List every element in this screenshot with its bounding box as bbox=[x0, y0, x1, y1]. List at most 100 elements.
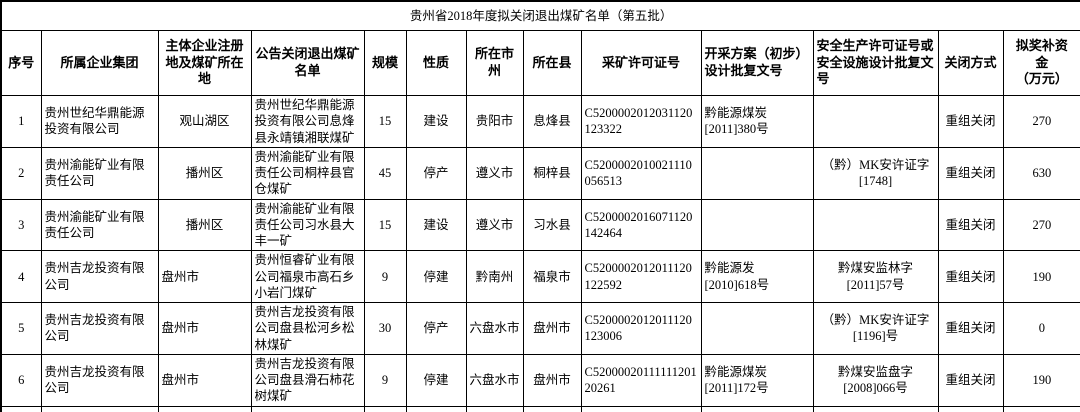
cell-county: 盘州市 bbox=[522, 302, 582, 355]
cell-nature: 停建 bbox=[405, 250, 467, 303]
cell-fund: 0 bbox=[1002, 302, 1080, 355]
cell-group: 贵州渝能矿业有限责任公司 bbox=[40, 198, 159, 252]
cell-mine: 贵州世纪华鼎能源投资有限公司息烽县永靖镇湘联煤矿 bbox=[250, 95, 365, 148]
cell-county: 桐梓县 bbox=[522, 146, 582, 200]
cell-close: 重组关闭 bbox=[937, 95, 1004, 148]
cell-scale: 9 bbox=[363, 353, 407, 407]
column-header-mine: 公告关闭退出煤矿名单 bbox=[250, 30, 365, 96]
column-header-license: 采矿许可证号 bbox=[580, 30, 702, 96]
cell-county: 息烽县 bbox=[522, 95, 582, 148]
cell-city: 贵阳市 bbox=[465, 95, 524, 148]
cell-safety: （黔）MK安许证字 [1748] bbox=[812, 146, 939, 200]
cell-close: 重组关闭 bbox=[937, 250, 1004, 303]
cell-city: 六盘水市 bbox=[465, 302, 524, 355]
cell-index: 6 bbox=[0, 353, 42, 407]
cell-scale: 45 bbox=[363, 146, 407, 200]
cell-fund: 630 bbox=[1002, 146, 1080, 200]
cell-license: C5200002016071120142464 bbox=[580, 198, 702, 252]
cell-safety: 黔煤安监盘字 [2008]066号 bbox=[812, 353, 939, 407]
column-header-county: 所在县 bbox=[522, 30, 582, 96]
cell-license: C5200002011111120120261 bbox=[580, 353, 702, 407]
cell-index: 2 bbox=[0, 146, 42, 200]
cell-nature: 停建 bbox=[405, 353, 467, 407]
column-header-close: 关闭方式 bbox=[937, 30, 1004, 96]
total-cell-fund: 1550 bbox=[1002, 405, 1080, 412]
total-cell-city bbox=[465, 405, 524, 412]
cell-index: 4 bbox=[0, 250, 42, 303]
cell-safety bbox=[812, 198, 939, 252]
column-header-location: 主体企业注册地及煤矿所在地 bbox=[157, 30, 252, 96]
cell-close: 重组关闭 bbox=[937, 302, 1004, 355]
cell-location: 盘州市 bbox=[157, 302, 252, 355]
cell-plan: 黔能源煤炭 [2011]172号 bbox=[700, 353, 814, 407]
cell-fund: 270 bbox=[1002, 198, 1080, 252]
cell-location: 播州区 bbox=[157, 146, 252, 200]
title-row: 贵州省2018年度拟关闭退出煤矿名单（第五批） bbox=[0, 0, 1080, 31]
cell-city: 黔南州 bbox=[465, 250, 524, 303]
cell-group: 贵州吉龙投资有限公司 bbox=[40, 250, 159, 303]
cell-safety bbox=[812, 95, 939, 148]
total-cell-location bbox=[157, 405, 252, 412]
total-cell-county bbox=[522, 405, 582, 412]
cell-close: 重组关闭 bbox=[937, 198, 1004, 252]
cell-plan bbox=[700, 146, 814, 200]
cell-location: 盘州市 bbox=[157, 250, 252, 303]
cell-mine: 贵州吉龙投资有限公司盘县滑石柿花树煤矿 bbox=[250, 353, 365, 407]
table-header-row: 序号 所属企业集团 主体企业注册地及煤矿所在地 公告关闭退出煤矿名单 规模 性质 所在市州所… bbox=[0, 30, 1080, 96]
cell-license: C5200002012011120123006 bbox=[580, 302, 702, 355]
total-cell-group bbox=[40, 405, 159, 412]
cell-plan bbox=[700, 302, 814, 355]
total-cell-close bbox=[937, 405, 1004, 412]
table-row-5: 5 贵州吉龙投资有限公司 盘州市 贵州吉龙投资有限公司盘县松河乡松林煤矿 30 停产 六盘水… bbox=[0, 302, 1080, 355]
cell-mine: 贵州渝能矿业有限责任公司桐梓县官仓煤矿 bbox=[250, 146, 365, 200]
cell-nature: 停产 bbox=[405, 302, 467, 355]
cell-nature: 停产 bbox=[405, 146, 467, 200]
column-header-fund: 拟奖补资 金 （万元） bbox=[1002, 30, 1080, 96]
total-cell-nature bbox=[405, 405, 467, 412]
cell-safety: 黔煤安监林字 [2011]57号 bbox=[812, 250, 939, 303]
cell-city: 遵义市 bbox=[465, 146, 524, 200]
cell-close: 重组关闭 bbox=[937, 353, 1004, 407]
cell-city: 遵义市 bbox=[465, 198, 524, 252]
column-header-scale: 规模 bbox=[363, 30, 407, 96]
column-header-safety: 安全生产许可证号或安全设施设计批复文号 bbox=[812, 30, 939, 96]
cell-safety: （黔）MK安许证字 [1196]号 bbox=[812, 302, 939, 355]
cell-fund: 190 bbox=[1002, 353, 1080, 407]
table-row-3: 3 贵州渝能矿业有限责任公司 播州区 贵州渝能矿业有限责任公司习水县大丰一矿 15 建设遵… bbox=[0, 198, 1080, 252]
cell-mine: 贵州吉龙投资有限公司盘县松河乡松林煤矿 bbox=[250, 302, 365, 355]
cell-license: C5200002012031120123322 bbox=[580, 95, 702, 148]
cell-scale: 15 bbox=[363, 95, 407, 148]
cell-license: C5200002010021110056513 bbox=[580, 146, 702, 200]
cell-group: 贵州吉龙投资有限公司 bbox=[40, 302, 159, 355]
column-header-group: 所属企业集团 bbox=[40, 30, 159, 96]
cell-close: 重组关闭 bbox=[937, 146, 1004, 200]
cell-mine: 贵州渝能矿业有限责任公司习水县大丰一矿 bbox=[250, 198, 365, 252]
cell-county: 习水县 bbox=[522, 198, 582, 252]
cell-county: 盘州市 bbox=[522, 353, 582, 407]
cell-plan: 黔能源发 [2010]618号 bbox=[700, 250, 814, 303]
total-cell-safety bbox=[812, 405, 939, 412]
cell-group: 贵州吉龙投资有限公司 bbox=[40, 353, 159, 407]
cell-license: C5200002012011120122592 bbox=[580, 250, 702, 303]
table-row-6: 6 贵州吉龙投资有限公司 盘州市 贵州吉龙投资有限公司盘县滑石柿花树煤矿 9 停建 六盘水市… bbox=[0, 353, 1080, 407]
cell-scale: 15 bbox=[363, 198, 407, 252]
table-row-4: 4 贵州吉龙投资有限公司 盘州市 贵州恒睿矿业有限公司福泉市高石乡小岩门煤矿 9 停建 黔南… bbox=[0, 250, 1080, 303]
cell-group: 贵州世纪华鼎能源投资有限公司 bbox=[40, 95, 159, 148]
cell-scale: 9 bbox=[363, 250, 407, 303]
total-label: 合计 bbox=[0, 405, 42, 412]
total-cell-scale: 123 bbox=[363, 405, 407, 412]
cell-mine: 贵州恒睿矿业有限公司福泉市高石乡小岩门煤矿 bbox=[250, 250, 365, 303]
cell-fund: 190 bbox=[1002, 250, 1080, 303]
cell-county: 福泉市 bbox=[522, 250, 582, 303]
cell-group: 贵州渝能矿业有限责任公司 bbox=[40, 146, 159, 200]
cell-plan bbox=[700, 198, 814, 252]
cell-plan: 黔能源煤炭 [2011]380号 bbox=[700, 95, 814, 148]
total-cell-plan bbox=[700, 405, 814, 412]
column-header-plan: 开采方案（初步） 设计批复文号 bbox=[700, 30, 814, 96]
cell-index: 1 bbox=[0, 95, 42, 148]
column-header-index: 序号 bbox=[0, 30, 42, 96]
cell-index: 5 bbox=[0, 302, 42, 355]
total-row: 合计 123 1550 bbox=[0, 405, 1080, 412]
